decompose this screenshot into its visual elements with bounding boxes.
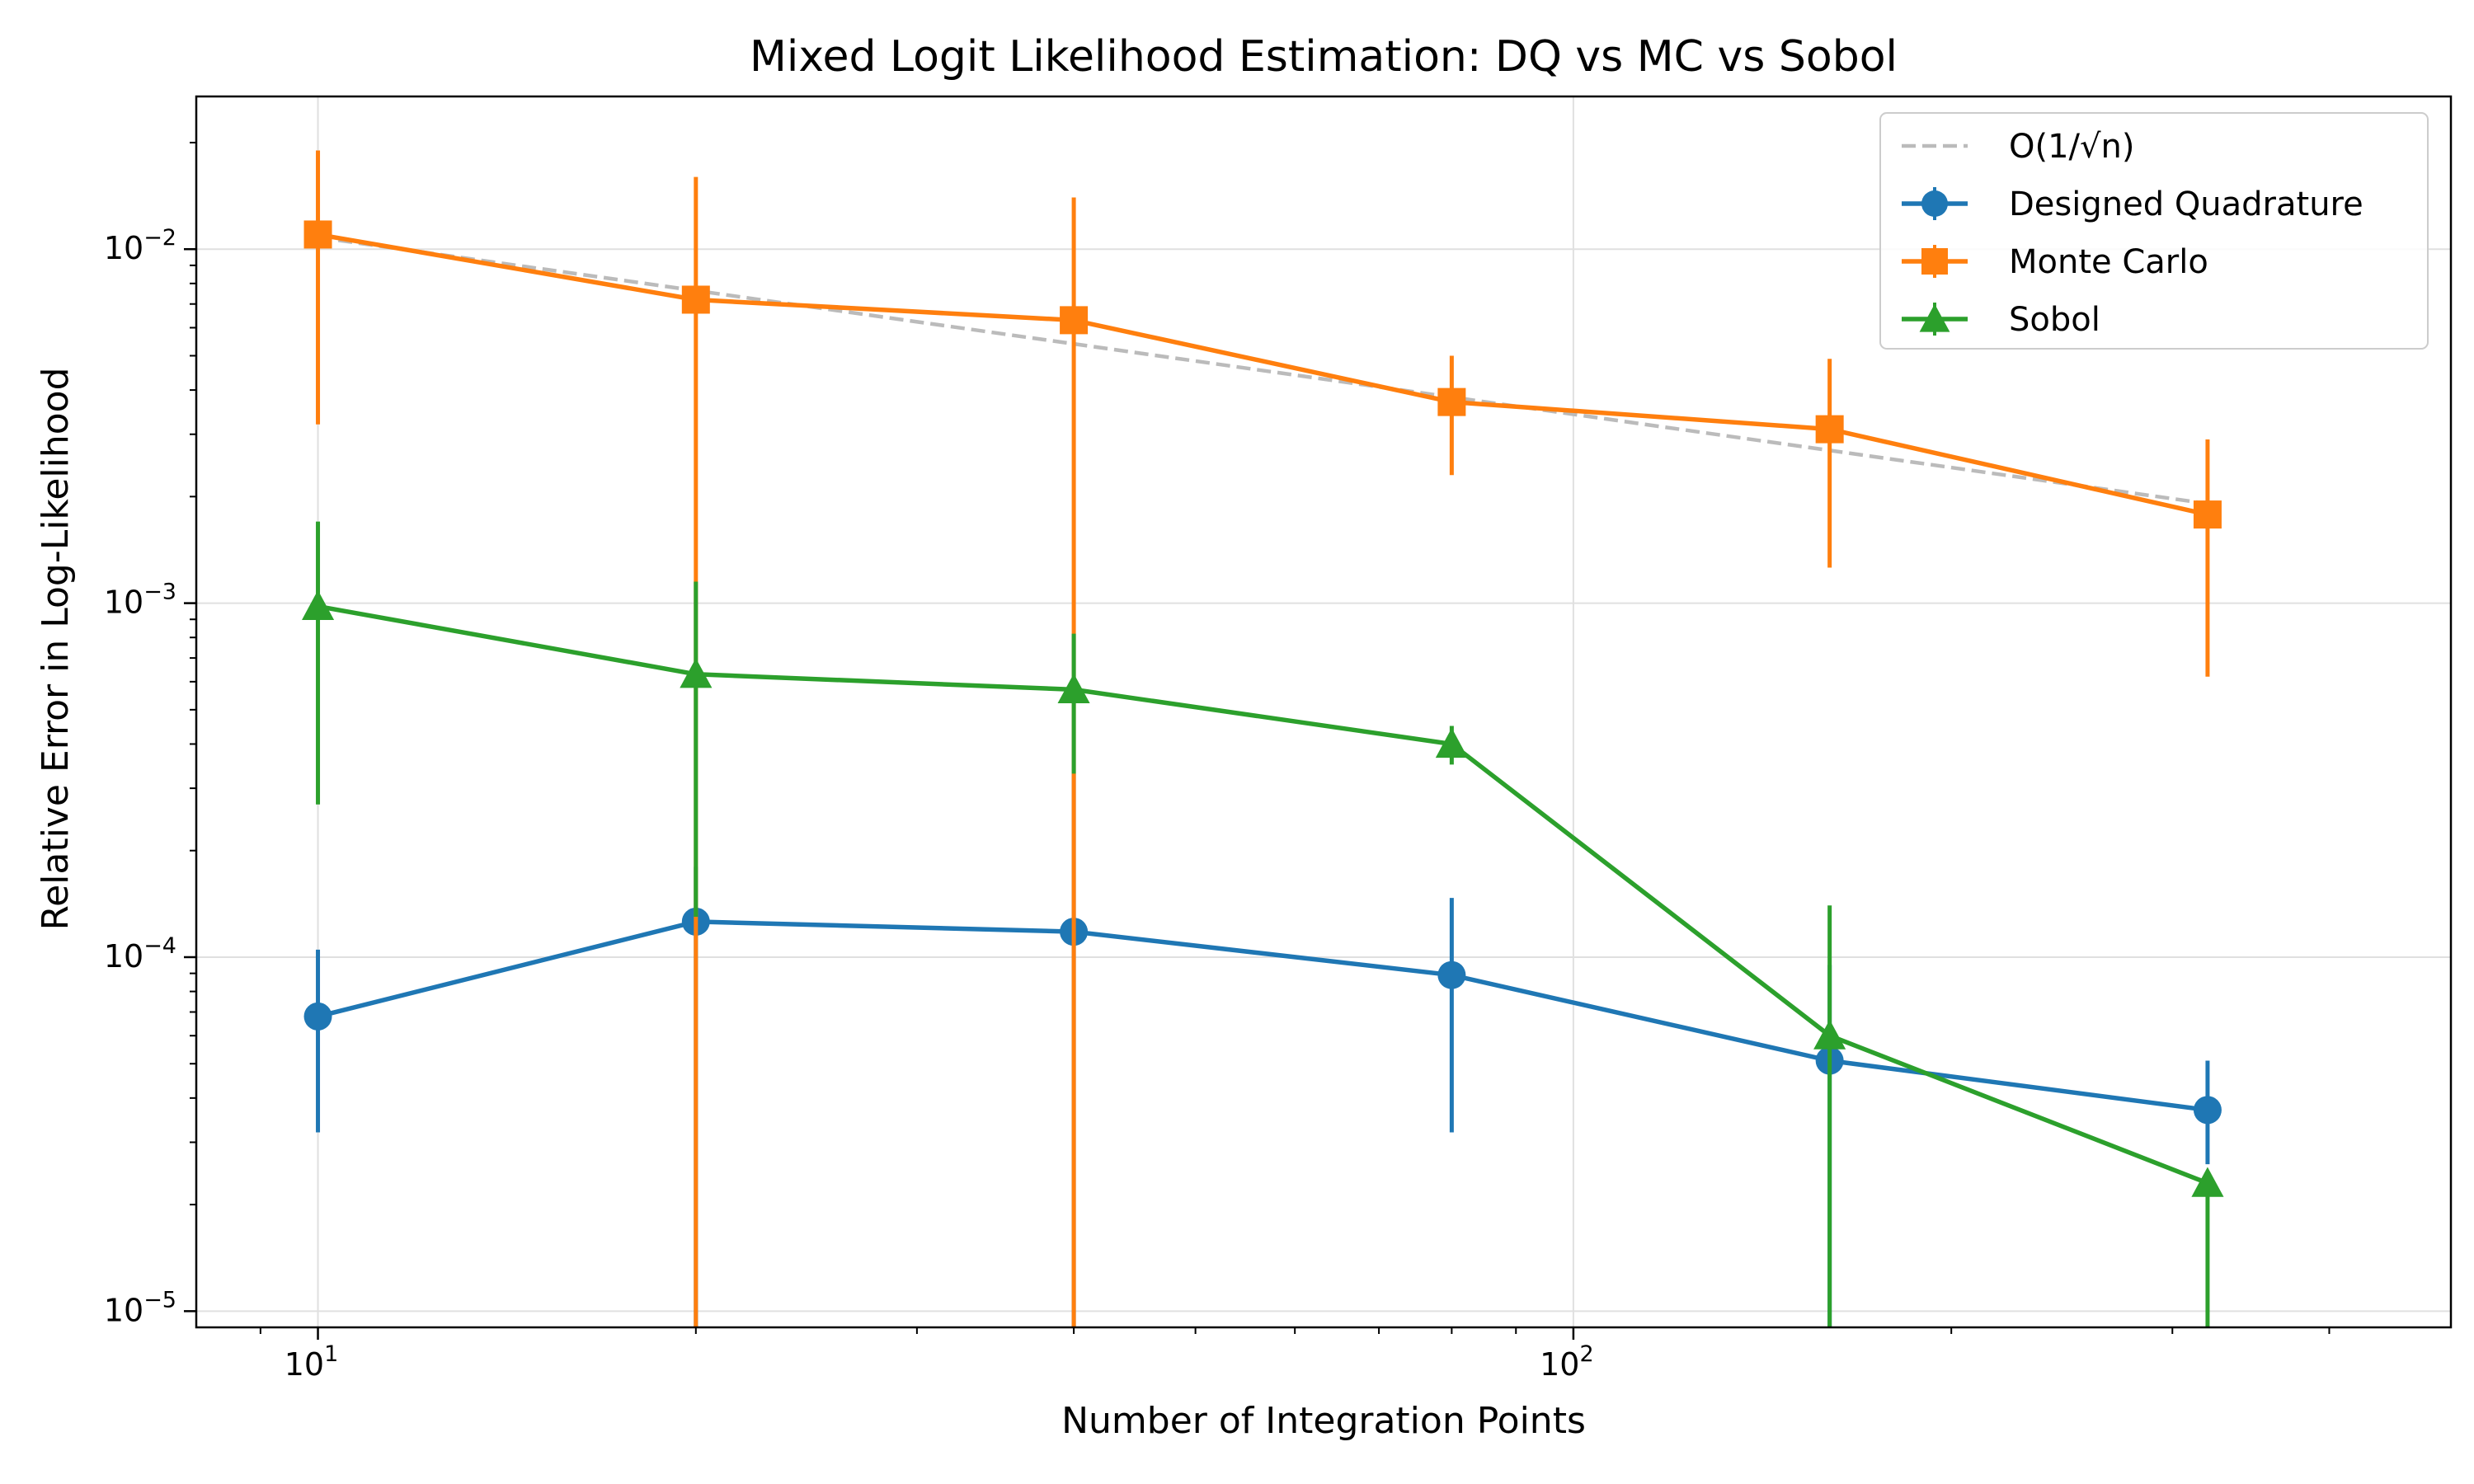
data-point: [2193, 1096, 2222, 1125]
y-tick-label: 10−4: [104, 933, 176, 974]
series-line: [317, 919, 2208, 1113]
legend-marker: [1921, 190, 1948, 217]
data-point: [1060, 306, 1089, 335]
legend-marker: [1919, 303, 1950, 332]
legend: O(1/√n) Designed Quadrature Monte Carlo Sob…: [1879, 112, 2429, 350]
data-point: [2193, 500, 2222, 529]
legend-label: O(1/√n): [2009, 128, 2134, 166]
legend-item: Monte Carlo: [1902, 243, 2208, 281]
data-point: [681, 285, 710, 314]
data-point: [1057, 673, 1090, 703]
data-point: [302, 589, 335, 620]
data-point: [303, 220, 332, 249]
legend-label: Designed Quadrature: [2009, 186, 2363, 223]
ticks-layer: 101 102 10−5 10−4 10−3 10−2: [104, 141, 2331, 1383]
data-point: [1435, 727, 1468, 758]
legend-label: Monte Carlo: [2009, 243, 2208, 281]
legend-box: [1879, 112, 2429, 350]
y-tick-label: 10−2: [104, 225, 176, 266]
data-point: [1813, 1019, 1846, 1050]
reference-line: [317, 235, 2208, 506]
legend-item: Sobol: [1902, 301, 2100, 339]
y-tick-label: 10−3: [104, 580, 176, 621]
y-tick-label: 10−5: [104, 1287, 176, 1328]
series-layer: [302, 150, 2224, 1327]
plot-area-frame: [195, 95, 2453, 1329]
series-line: [317, 232, 2208, 517]
legend-item: O(1/√n): [1902, 128, 2134, 166]
data-point: [303, 1002, 332, 1031]
reference-line-layer: [317, 235, 2208, 506]
data-point: [1815, 415, 1844, 444]
data-point: [1437, 387, 1466, 416]
x-tick-label: 101: [285, 1341, 339, 1383]
data-point: [1437, 960, 1466, 989]
series-sobol: [302, 521, 2224, 1327]
legend-item: Designed Quadrature: [1902, 186, 2363, 223]
y-axis-label: Relative Error in Log-Likelihood: [35, 367, 77, 930]
x-tick-label: 102: [1540, 1341, 1594, 1383]
data-point: [680, 658, 713, 688]
chart-title: Mixed Logit Likelihood Estimation: DQ vs…: [750, 32, 1898, 82]
legend-items: O(1/√n) Designed Quadrature Monte Carlo Sob…: [1902, 128, 2363, 339]
data-point: [2191, 1167, 2224, 1197]
x-axis-label: Number of Integration Points: [1061, 1400, 1586, 1442]
series-line: [317, 603, 2208, 1186]
legend-marker: [1921, 248, 1948, 275]
legend-label: Sobol: [2009, 301, 2100, 339]
